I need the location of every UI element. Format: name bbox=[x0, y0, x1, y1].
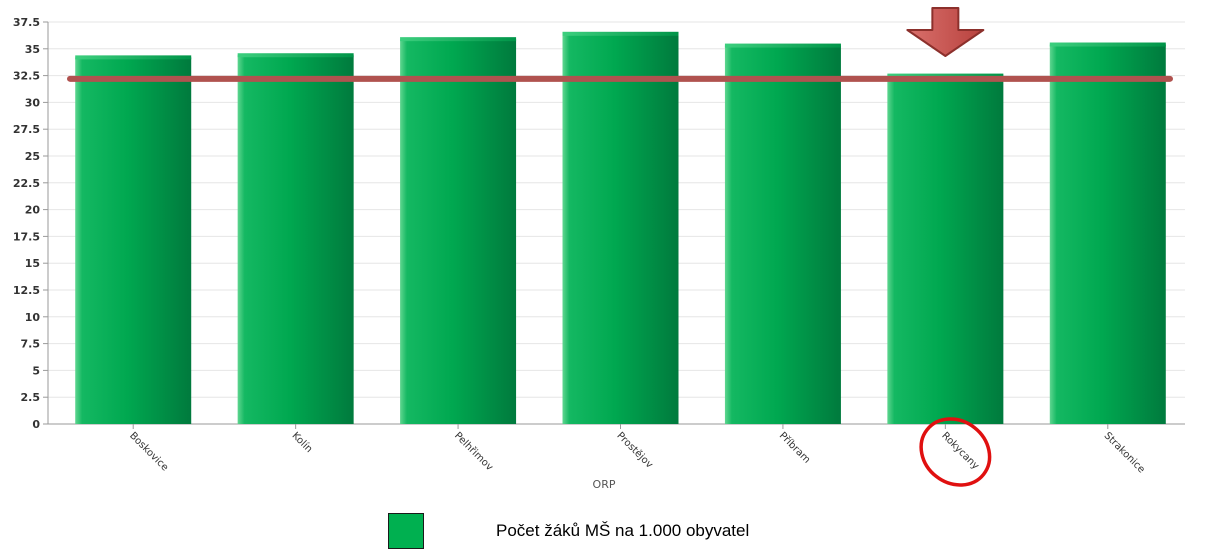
y-tick-label: 32.5 bbox=[13, 70, 40, 83]
bar-top bbox=[562, 31, 679, 36]
bar-top bbox=[724, 43, 841, 48]
y-tick-label: 15 bbox=[25, 257, 40, 270]
y-tick-label: 12.5 bbox=[13, 284, 40, 297]
legend-swatch bbox=[388, 513, 424, 549]
bar-pelhřimov bbox=[400, 39, 517, 424]
bar-kolín bbox=[237, 55, 354, 425]
x-tick-label: Prostějov bbox=[614, 430, 655, 471]
x-tick-label: Strakonice bbox=[1102, 430, 1147, 475]
bar-top bbox=[887, 73, 1004, 78]
y-tick-label: 22.5 bbox=[13, 177, 40, 190]
y-tick-label: 37.5 bbox=[13, 16, 40, 29]
y-tick-label: 5 bbox=[32, 364, 40, 377]
bars bbox=[75, 31, 1166, 425]
y-tick-label: 35 bbox=[25, 43, 40, 56]
bar-strakonice bbox=[1049, 44, 1166, 425]
y-tick-label: 0 bbox=[32, 418, 40, 431]
bar-top bbox=[237, 53, 354, 58]
bar-prostějov bbox=[562, 33, 679, 425]
x-axis: Boskovice Kolín Pelhřimov Prostějov Příbram R… bbox=[127, 424, 1147, 475]
annotations bbox=[67, 7, 1173, 487]
bar-top bbox=[1049, 42, 1166, 47]
x-tick-label: Boskovice bbox=[127, 430, 170, 473]
x-tick-label: Rokycany bbox=[939, 430, 981, 472]
x-axis-title: ORP bbox=[593, 478, 616, 491]
y-tick-label: 17.5 bbox=[13, 230, 40, 243]
legend-label: Počet žáků MŠ na 1.000 obyvatel bbox=[496, 521, 750, 540]
x-tick-label: Kolín bbox=[290, 430, 316, 456]
y-tick-label: 20 bbox=[25, 204, 41, 217]
y-tick-label: 27.5 bbox=[13, 123, 40, 136]
bar-příbram bbox=[724, 45, 841, 425]
highlight-arrow-icon bbox=[906, 7, 985, 57]
legend: Počet žáků MŠ na 1.000 obyvatel bbox=[388, 513, 749, 549]
y-tick-label: 2.5 bbox=[21, 391, 41, 404]
bar-top bbox=[75, 55, 192, 60]
bar-chart: 0 2.5 5 7.5 10 12.5 15 17.5 20 22.5 25 27.5 30 32.5 35… bbox=[13, 7, 1185, 491]
bar-top bbox=[400, 37, 517, 42]
y-tick-label: 30 bbox=[25, 96, 41, 109]
y-tick-label: 7.5 bbox=[21, 338, 41, 351]
bar-rokycany bbox=[887, 75, 1004, 424]
y-axis: 0 2.5 5 7.5 10 12.5 15 17.5 20 22.5 25 27.5 30 32.5 35… bbox=[13, 16, 49, 431]
bar-boskovice bbox=[75, 57, 192, 424]
x-tick-label: Pelhřimov bbox=[452, 430, 496, 474]
highlight-circle bbox=[919, 417, 992, 487]
y-tick-label: 10 bbox=[25, 311, 41, 324]
x-tick-label: Příbram bbox=[777, 430, 813, 466]
y-tick-label: 25 bbox=[25, 150, 40, 163]
